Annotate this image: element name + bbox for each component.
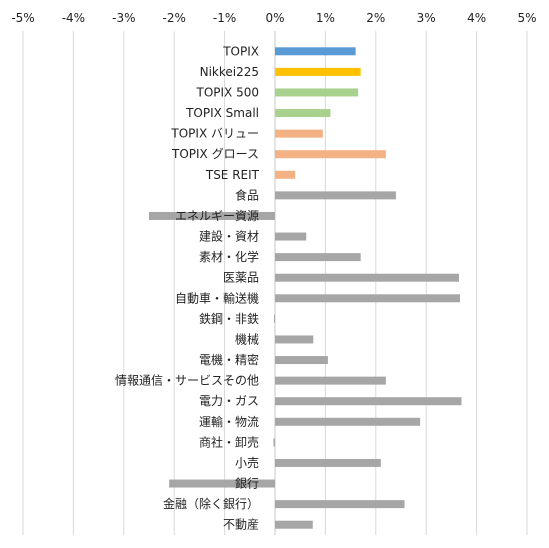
bar xyxy=(275,67,361,76)
bar xyxy=(275,500,405,509)
category-label: 食品 xyxy=(235,187,259,202)
category-label: TOPIX グロース xyxy=(171,147,259,161)
bar xyxy=(149,211,275,220)
category-label: 建設・資材 xyxy=(199,229,259,244)
bar xyxy=(275,376,386,385)
x-tick-label: 0% xyxy=(265,11,284,25)
x-tick-label: 2% xyxy=(366,11,385,25)
bar xyxy=(275,170,296,179)
bar xyxy=(275,273,459,282)
category-label: TOPIX 500 xyxy=(196,85,260,99)
category-label: 商社・卸売 xyxy=(199,434,259,449)
bar xyxy=(275,129,323,138)
category-label: TOPIX Small xyxy=(185,106,259,120)
category-label: 電機・精密 xyxy=(199,352,259,367)
category-label: 電力・ガス xyxy=(199,394,259,408)
category-label: 素材・化学 xyxy=(199,249,259,264)
x-tick-label: -2% xyxy=(163,11,186,25)
category-label: 不動産 xyxy=(223,517,259,532)
bar xyxy=(273,314,275,323)
bar xyxy=(275,109,331,118)
x-tick-label: -5% xyxy=(11,11,34,25)
bar xyxy=(275,232,307,241)
category-label: TOPIX バリュー xyxy=(170,127,259,141)
category-label: 鉄鋼・非鉄 xyxy=(199,311,259,326)
category-label: TOPIX xyxy=(222,44,259,58)
bar xyxy=(275,458,381,467)
x-tick-label: -4% xyxy=(62,11,85,25)
x-tick-label: -3% xyxy=(112,11,135,25)
category-label: 自動車・輸送機 xyxy=(175,290,259,305)
x-tick-label: 4% xyxy=(467,11,486,25)
category-label: 小売 xyxy=(235,455,259,470)
x-tick-label: 1% xyxy=(316,11,335,25)
category-label: TSE REIT xyxy=(205,168,260,182)
category-label: 銀行 xyxy=(235,477,259,491)
bar xyxy=(275,397,462,406)
bar xyxy=(275,520,313,529)
bar xyxy=(275,47,356,56)
category-labels: TOPIX Nikkei225 TOPIX 500 TOPIX Small TOPIX … xyxy=(115,44,260,531)
x-tick-label: 3% xyxy=(417,11,436,25)
x-tick-label: 5% xyxy=(517,11,536,25)
bars xyxy=(149,47,462,529)
bar xyxy=(275,356,328,365)
bar xyxy=(169,479,275,488)
x-axis-ticks: -5% -4% -3% -2% -1% 0% 1% 2% 3% 4% 5% xyxy=(11,11,536,25)
category-label: 医薬品 xyxy=(223,271,259,285)
bar xyxy=(275,150,386,159)
bar xyxy=(273,438,275,447)
category-label: エネルギー資源 xyxy=(175,209,259,223)
category-label: 金融（除く銀行） xyxy=(163,496,259,511)
x-tick-label: -1% xyxy=(213,11,236,25)
bar xyxy=(275,191,396,200)
bar xyxy=(275,294,460,303)
bar xyxy=(275,253,361,262)
category-label: 情報通信・サービスその他 xyxy=(115,374,259,388)
category-label: 機械 xyxy=(235,331,259,346)
category-label: Nikkei225 xyxy=(200,65,259,79)
bar xyxy=(275,88,359,97)
category-label: 運輸・物流 xyxy=(199,414,259,429)
bar xyxy=(275,417,421,426)
bar xyxy=(275,335,314,344)
